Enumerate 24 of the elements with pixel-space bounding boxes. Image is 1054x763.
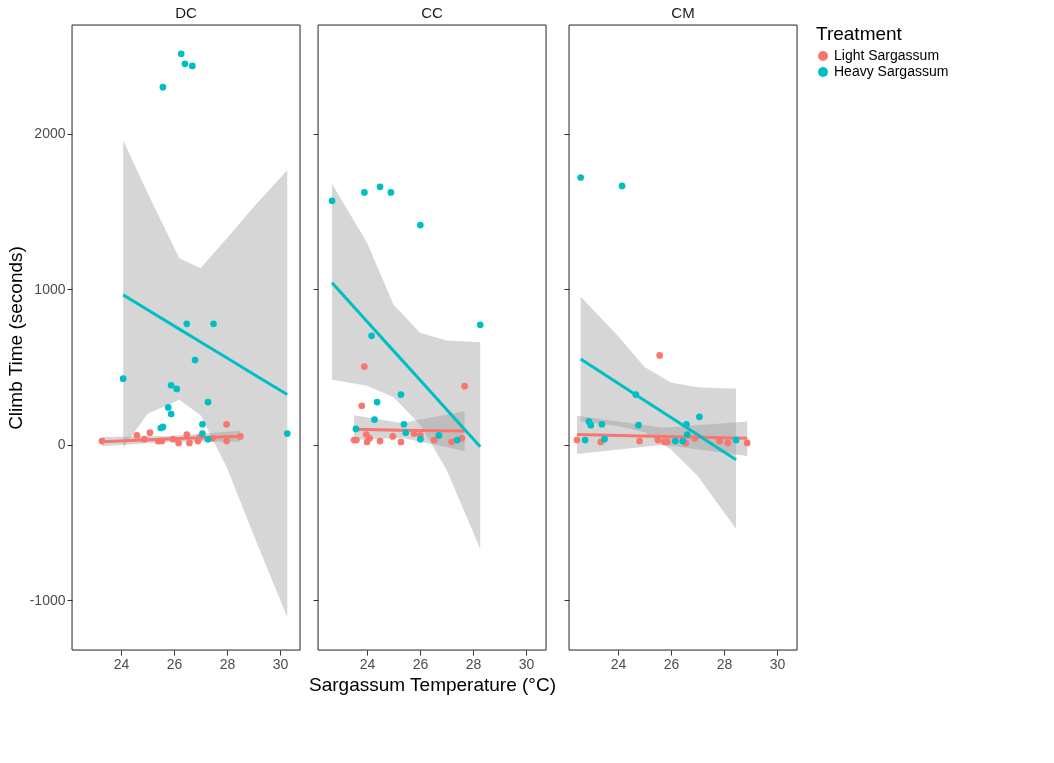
x-tick-label: 30 <box>272 655 289 672</box>
y-tick-label: 1000 <box>34 280 66 297</box>
y-axis-title: Climb Time (seconds) <box>4 246 26 430</box>
legend-title: Treatment <box>816 23 903 44</box>
x-tick-label: 24 <box>359 655 376 672</box>
chart-title: CC <box>421 3 443 21</box>
x-tick-label: 30 <box>769 655 786 672</box>
x-tick-label: 30 <box>518 655 535 672</box>
chart-title: CM <box>671 3 695 21</box>
y-tick-label: 0 <box>57 436 66 453</box>
x-tick-label: 24 <box>610 655 627 672</box>
legend-label: Heavy Sargassum <box>834 63 949 79</box>
x-tick-label: 28 <box>465 655 482 672</box>
x-axis-title: Sargassum Temperature (°C) <box>309 673 556 695</box>
x-tick-label: 26 <box>663 655 680 672</box>
x-tick-label: 28 <box>219 655 236 672</box>
x-tick-label: 26 <box>166 655 183 672</box>
chart-title: DC <box>175 3 197 21</box>
x-tick-label: 24 <box>113 655 130 672</box>
legend-label: Light Sargassum <box>834 47 940 63</box>
y-tick-label: -1000 <box>29 591 66 608</box>
x-tick-label: 28 <box>716 655 733 672</box>
y-tick-label: 2000 <box>34 125 66 142</box>
x-tick-label: 26 <box>412 655 429 672</box>
